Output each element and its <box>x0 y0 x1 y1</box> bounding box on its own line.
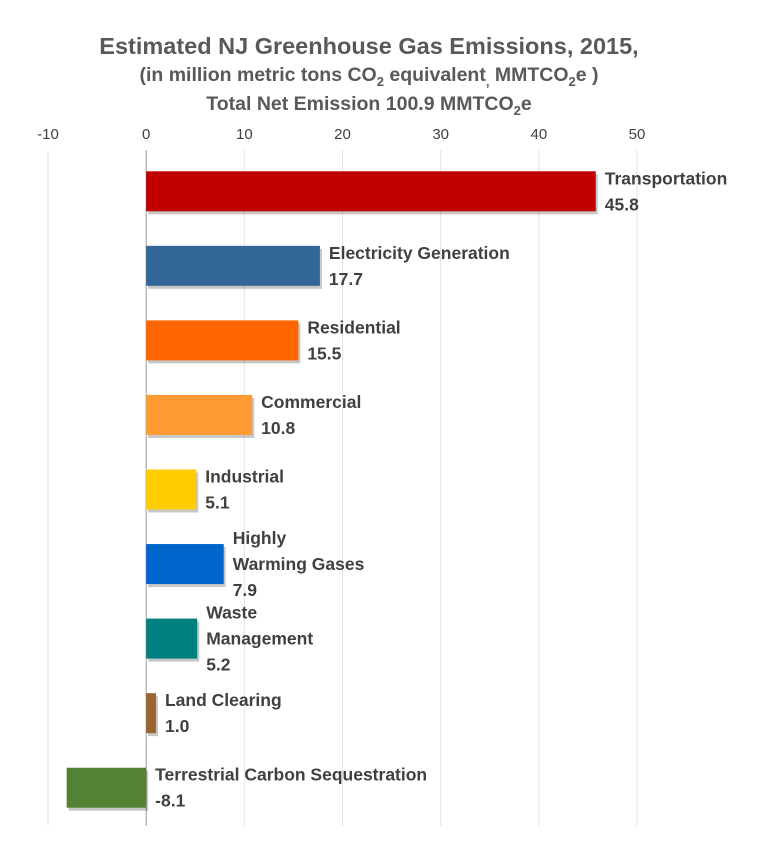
value-label: 10.8 <box>261 418 295 438</box>
category-label: Highly <box>233 528 287 548</box>
bars <box>66 171 598 811</box>
category-label: Warming Gases <box>233 554 365 574</box>
x-axis: -10 0 10 20 30 40 50 <box>37 126 645 826</box>
category-label: Commercial <box>261 392 361 412</box>
data-labels: Transportation 45.8 Electricity Generation… <box>155 168 727 810</box>
bar-highly-warming-gases <box>146 544 224 585</box>
category-label: Terrestrial Carbon Sequestration <box>155 765 427 785</box>
bar-commercial <box>146 394 253 435</box>
bar-land-clearing <box>146 693 156 734</box>
bar-terrestrial-carbon-sequestration <box>66 767 147 808</box>
chart-subtitle-total: Total Net Emission 100.9 MMTCO2e <box>206 93 532 118</box>
bar-transportation <box>146 171 596 212</box>
value-label: 45.8 <box>605 194 639 214</box>
x-tick-label: 50 <box>629 126 646 143</box>
bar-waste-management <box>146 618 198 659</box>
value-label: 7.9 <box>233 580 258 600</box>
category-label: Industrial <box>205 467 284 487</box>
category-label: Land Clearing <box>165 690 282 710</box>
value-label: 15.5 <box>307 343 341 363</box>
category-label: Transportation <box>605 168 728 188</box>
category-label: Waste <box>206 603 257 623</box>
chart-title: Estimated NJ Greenhouse Gas Emissions, 2… <box>99 33 638 59</box>
bar-residential <box>146 320 299 361</box>
value-label: 17.7 <box>329 269 363 289</box>
bar-industrial <box>146 469 197 510</box>
chart-subtitle-units: (in million metric tons CO2 equivalent, … <box>139 64 598 89</box>
x-tick-label: 0 <box>142 126 150 143</box>
x-tick-label: -10 <box>37 126 59 143</box>
value-label: 5.1 <box>205 493 230 513</box>
x-tick-label: 20 <box>334 126 351 143</box>
category-label: Electricity Generation <box>329 243 510 263</box>
bar-electricity-generation <box>146 245 320 286</box>
value-label: 1.0 <box>165 716 190 736</box>
value-label: -8.1 <box>155 791 185 811</box>
category-label: Management <box>206 629 313 649</box>
x-tick-label: 30 <box>432 126 449 143</box>
x-tick-label: 40 <box>530 126 547 143</box>
x-tick-label: 10 <box>236 126 253 143</box>
value-label: 5.2 <box>206 655 231 675</box>
category-label: Residential <box>307 317 400 337</box>
